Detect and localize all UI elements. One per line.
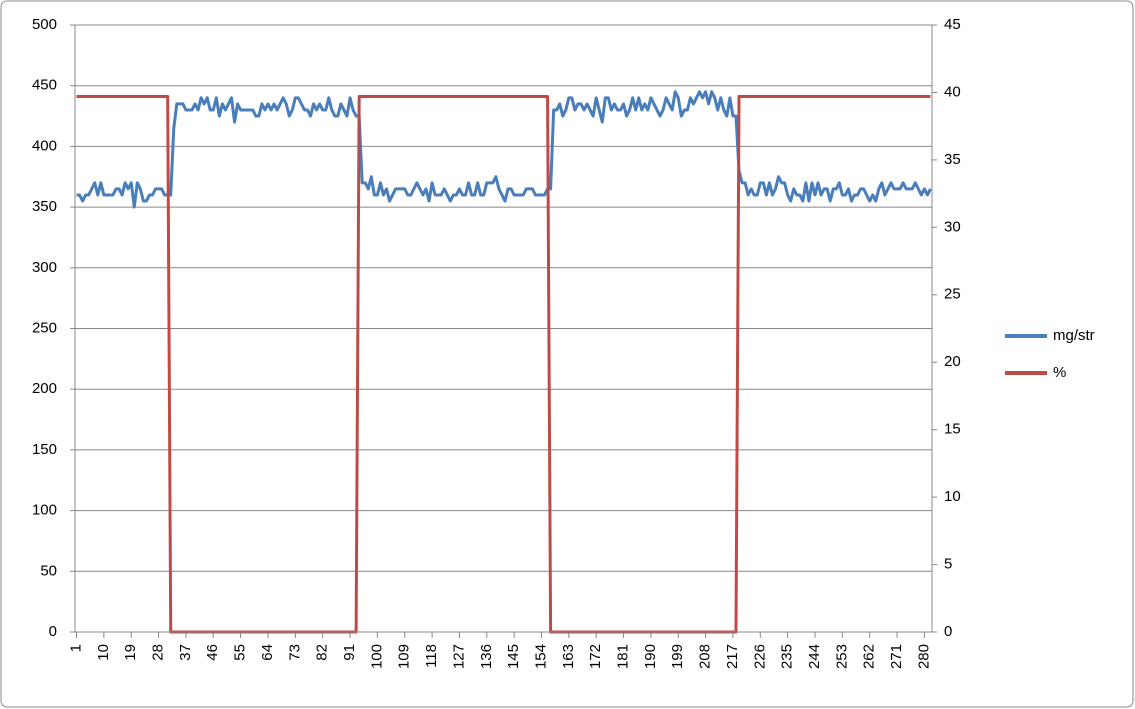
x-tick-label: 154: [532, 644, 549, 669]
x-tick-label: 82: [314, 644, 331, 661]
x-tick-label: 271: [888, 644, 905, 669]
labels: 0 50 100 150 200 250 300 350 400 450 500 0 5 10 15 20 25…: [32, 16, 1095, 669]
x-tick-label: 28: [150, 644, 167, 661]
y-tick-label: 250: [32, 319, 57, 336]
legend-label: %: [1053, 364, 1066, 381]
y2-tick-label: 30: [944, 218, 961, 235]
x-tick-label: 208: [697, 644, 714, 669]
x-tick-label: 163: [560, 644, 577, 669]
y-tick-label: 50: [40, 562, 57, 579]
y2-tick-label: 0: [944, 623, 952, 640]
y-tick-label: 0: [49, 623, 57, 640]
y2-tick-label: 10: [944, 488, 961, 505]
y-tick-label: 300: [32, 259, 57, 276]
y-tick-label: 350: [32, 198, 57, 215]
x-tick-label: 91: [341, 644, 358, 661]
y2-tick-label: 25: [944, 286, 961, 303]
y2-tick-label: 40: [944, 83, 961, 100]
x-tick-label: 100: [368, 644, 385, 669]
y-tick-label: 200: [32, 380, 57, 397]
y2-tick-label: 45: [944, 16, 961, 33]
x-tick-label: 235: [779, 644, 796, 669]
x-tick-label: 136: [478, 644, 495, 669]
x-tick-label: 109: [396, 644, 413, 669]
x-tick-label: 244: [806, 644, 823, 669]
x-tick-label: 145: [505, 644, 522, 669]
x-tick-label: 37: [177, 644, 194, 661]
y-tick-label: 400: [32, 137, 57, 154]
y-tick-label: 100: [32, 502, 57, 519]
x-tick-label: 217: [724, 644, 741, 669]
x-tick-label: 253: [833, 644, 850, 669]
y-tick-label: 150: [32, 441, 57, 458]
x-tick-label: 118: [423, 644, 440, 668]
legend-label: mg/str: [1053, 327, 1095, 344]
x-tick-label: 1: [67, 644, 84, 652]
y2-tick-label: 5: [944, 556, 952, 573]
x-tick-label: 172: [587, 644, 604, 669]
x-tick-label: 46: [204, 644, 221, 661]
y-tick-label: 500: [32, 16, 57, 33]
x-tick-label: 55: [232, 644, 249, 661]
x-tick-label: 10: [95, 644, 112, 661]
y-tick-label: 450: [32, 77, 57, 94]
x-tick-label: 64: [259, 644, 276, 661]
x-tick-label: 73: [286, 644, 303, 661]
series-line: [76, 90, 932, 209]
y2-tick-label: 15: [944, 421, 961, 438]
y2-tick-label: 35: [944, 151, 961, 168]
plot-border: [74, 24, 933, 633]
x-tick-label: 226: [751, 644, 768, 669]
x-tick-label: 280: [915, 644, 932, 669]
x-tick-label: 127: [450, 644, 467, 669]
x-tick-label: 199: [669, 644, 686, 669]
x-tick-label: 190: [642, 644, 659, 669]
x-tick-label: 19: [122, 644, 139, 661]
x-tick-label: 262: [861, 644, 878, 669]
y2-tick-label: 20: [944, 353, 961, 370]
x-tick-label: 181: [615, 644, 632, 669]
